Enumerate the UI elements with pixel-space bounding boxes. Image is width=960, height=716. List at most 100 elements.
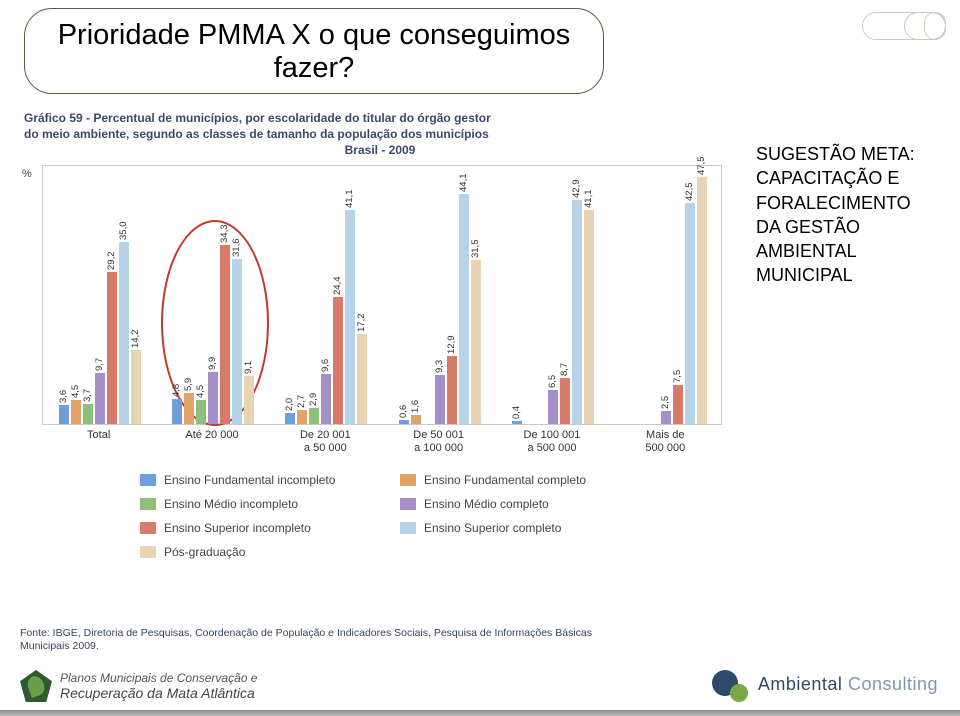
bar-value-label: 2,5 xyxy=(660,395,671,408)
bar-value-label: 9,7 xyxy=(94,358,105,371)
bar-value-label: 8,7 xyxy=(559,363,570,376)
bar: 2,5 xyxy=(661,411,671,424)
bar-value-label: 9,6 xyxy=(320,358,331,371)
bar: 9,7 xyxy=(95,373,105,423)
bar-value-label: 24,4 xyxy=(332,276,343,295)
bar-value-label: 41,1 xyxy=(344,189,355,208)
chart-figure: Gráfico 59 - Percentual de municípios, p… xyxy=(20,110,740,559)
bar-value-label: 2,0 xyxy=(284,398,295,411)
bar-value-label: 4,5 xyxy=(70,385,81,398)
bar: 17,2 xyxy=(357,334,367,423)
bar-value-label: 31,5 xyxy=(470,239,481,258)
bar: 4,5 xyxy=(196,400,206,423)
bar-value-label: 44,1 xyxy=(458,174,469,193)
bar-value-label: 6,5 xyxy=(547,375,558,388)
x-label: Até 20 000 xyxy=(155,425,268,455)
x-label: Total xyxy=(42,425,155,455)
legend-label: Ensino Médio completo xyxy=(424,497,549,511)
bar-value-label: 47,5 xyxy=(696,156,707,175)
bar-value-label: 12,9 xyxy=(446,336,457,355)
page-title-l2: fazer? xyxy=(43,52,585,85)
chart-caption: Gráfico 59 - Percentual de municípios, p… xyxy=(20,110,740,161)
bar-value-label: 14,2 xyxy=(130,329,141,348)
note-l2: CAPACITAÇÃO E xyxy=(756,166,942,190)
brand-name: Ambiental Consulting xyxy=(758,674,938,695)
bar-value-label: 0,6 xyxy=(398,405,409,418)
bar: 12,9 xyxy=(447,356,457,423)
bar-value-label: 3,7 xyxy=(82,389,93,402)
bar: 5,9 xyxy=(184,393,194,424)
source-l2: Municipais 2009. xyxy=(20,640,760,654)
bar-value-label: 1,6 xyxy=(410,400,421,413)
x-label: De 20 001a 50 000 xyxy=(269,425,382,455)
footer-left-l2: Recuperação da Mata Atlântica xyxy=(60,685,257,701)
bar: 47,5 xyxy=(697,177,707,424)
bar: 9,9 xyxy=(208,372,218,423)
bar-value-label: 9,1 xyxy=(243,361,254,374)
bar-value-label: 5,9 xyxy=(183,378,194,391)
footer-left-l1: Planos Municipais de Conservação e xyxy=(60,671,257,685)
top-decor xyxy=(862,12,946,40)
bar-value-label: 9,9 xyxy=(207,357,218,370)
bar: 0,6 xyxy=(399,420,409,423)
legend-item: Ensino Fundamental incompleto xyxy=(140,473,400,487)
brand-mark-icon xyxy=(712,666,748,702)
x-label: Mais de500 000 xyxy=(609,425,722,455)
x-axis-labels: TotalAté 20 000De 20 001a 50 000De 50 00… xyxy=(42,425,722,455)
bar-value-label: 34,3 xyxy=(219,225,230,244)
bar: 2,9 xyxy=(309,408,319,423)
legend-label: Ensino Fundamental incompleto xyxy=(164,473,335,487)
bar: 1,6 xyxy=(411,415,421,423)
bar: 8,7 xyxy=(560,378,570,423)
footer-left: Planos Municipais de Conservação e Recup… xyxy=(20,670,257,702)
bar-value-label: 31,6 xyxy=(231,239,242,258)
legend-label: Ensino Fundamental completo xyxy=(424,473,586,487)
legend-item: Ensino Fundamental completo xyxy=(400,473,660,487)
x-label: De 100 001a 500 000 xyxy=(495,425,608,455)
bar: 14,2 xyxy=(131,350,141,424)
bar: 4,5 xyxy=(71,400,81,423)
page-title-l1: Prioridade PMMA X o que conseguimos xyxy=(43,19,585,52)
bar: 29,2 xyxy=(107,272,117,424)
legend-swatch xyxy=(400,498,416,510)
y-axis-unit: % xyxy=(22,168,32,180)
note-l1: SUGESTÃO META: xyxy=(756,142,942,166)
caption-l2: do meio ambiente, segundo as classes de … xyxy=(24,126,736,142)
legend-swatch xyxy=(140,522,156,534)
legend-swatch xyxy=(140,498,156,510)
bar: 44,1 xyxy=(459,194,469,423)
note-l4: DA GESTÃO xyxy=(756,215,942,239)
caption-l3: Brasil - 2009 xyxy=(24,142,736,158)
bar: 2,7 xyxy=(297,410,307,424)
bar: 31,5 xyxy=(471,260,481,424)
bar-value-label: 0,4 xyxy=(511,406,522,419)
bar: 0,4 xyxy=(512,421,522,423)
bar: 6,5 xyxy=(548,390,558,424)
bottom-strip xyxy=(0,710,960,716)
bar: 9,6 xyxy=(321,374,331,424)
x-label: De 50 001a 100 000 xyxy=(382,425,495,455)
bar: 41,1 xyxy=(345,210,355,424)
bar: 41,1 xyxy=(584,210,594,424)
bar-value-label: 4,5 xyxy=(195,385,206,398)
legend-label: Ensino Médio incompleto xyxy=(164,497,298,511)
footer-left-text: Planos Municipais de Conservação e Recup… xyxy=(60,671,257,701)
legend-item: Ensino Superior incompleto xyxy=(140,521,400,535)
note-l3: FORALECIMENTO xyxy=(756,191,942,215)
bar-value-label: 9,3 xyxy=(434,360,445,373)
bar-value-label: 29,2 xyxy=(106,251,117,270)
bar: 34,3 xyxy=(220,245,230,423)
legend-swatch xyxy=(400,522,416,534)
bar: 3,6 xyxy=(59,405,69,424)
legend-label: Pós-graduação xyxy=(164,545,245,559)
bar-value-label: 7,5 xyxy=(672,369,683,382)
legend-item: Pós-graduação xyxy=(140,545,400,559)
bar: 31,6 xyxy=(232,259,242,423)
legend-label: Ensino Superior completo xyxy=(424,521,561,535)
legend-label: Ensino Superior incompleto xyxy=(164,521,311,535)
footer-right: Ambiental Consulting xyxy=(712,666,938,702)
legend-swatch xyxy=(140,474,156,486)
bar-value-label: 2,7 xyxy=(296,394,307,407)
bar: 35,0 xyxy=(119,242,129,424)
bar: 3,7 xyxy=(83,404,93,423)
